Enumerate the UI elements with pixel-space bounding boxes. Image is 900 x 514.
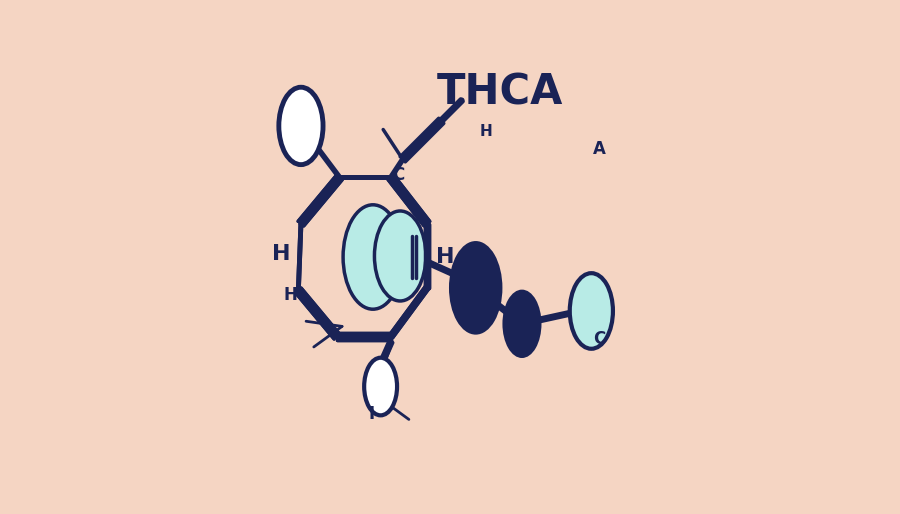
Text: H: H bbox=[284, 285, 298, 304]
Text: H: H bbox=[480, 123, 493, 139]
Text: H: H bbox=[272, 245, 291, 264]
Text: C: C bbox=[593, 330, 605, 348]
Text: A: A bbox=[592, 140, 606, 158]
Ellipse shape bbox=[502, 289, 542, 358]
Ellipse shape bbox=[449, 241, 502, 335]
Ellipse shape bbox=[343, 205, 402, 309]
Text: H: H bbox=[436, 247, 454, 267]
Text: I: I bbox=[369, 405, 375, 423]
Text: C: C bbox=[392, 166, 405, 184]
Ellipse shape bbox=[374, 211, 426, 301]
Ellipse shape bbox=[364, 358, 397, 415]
Text: THCA: THCA bbox=[437, 71, 563, 114]
Ellipse shape bbox=[570, 273, 613, 349]
Ellipse shape bbox=[279, 87, 323, 164]
